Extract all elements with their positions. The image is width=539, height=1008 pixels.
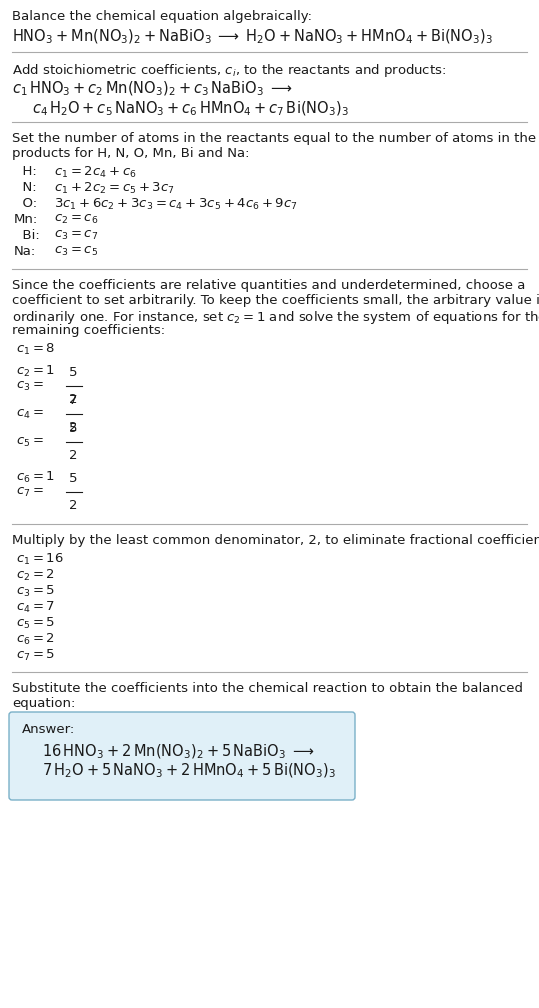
- Text: $c_1 = 16$: $c_1 = 16$: [16, 552, 64, 568]
- Text: $c_7 = 5$: $c_7 = 5$: [16, 648, 55, 663]
- Text: Na:: Na:: [14, 245, 36, 258]
- Text: $5$: $5$: [68, 422, 78, 435]
- Text: $2$: $2$: [68, 499, 77, 512]
- Text: H:: H:: [14, 165, 37, 178]
- Text: Balance the chemical equation algebraically:: Balance the chemical equation algebraica…: [12, 10, 312, 23]
- Text: $c_4\,\mathrm{H_2O} + c_5\,\mathrm{NaNO_3} + c_6\,\mathrm{HMnO_4} + c_7\,\mathrm: $c_4\,\mathrm{H_2O} + c_5\,\mathrm{NaNO_…: [32, 100, 349, 118]
- Text: $2$: $2$: [68, 421, 77, 434]
- Text: Multiply by the least common denominator, 2, to eliminate fractional coefficient: Multiply by the least common denominator…: [12, 534, 539, 547]
- Text: ordinarily one. For instance, set $c_2 = 1$ and solve the system of equations fo: ordinarily one. For instance, set $c_2 =…: [12, 309, 539, 326]
- Text: $5$: $5$: [68, 472, 78, 485]
- Text: $c_2 = 1$: $c_2 = 1$: [16, 364, 55, 379]
- Text: products for H, N, O, Mn, Bi and Na:: products for H, N, O, Mn, Bi and Na:: [12, 147, 250, 160]
- Text: $c_3 = c_7$: $c_3 = c_7$: [54, 229, 98, 242]
- Text: $c_2 = c_6$: $c_2 = c_6$: [54, 213, 98, 226]
- Text: Substitute the coefficients into the chemical reaction to obtain the balanced: Substitute the coefficients into the che…: [12, 682, 523, 695]
- Text: $7\,\mathrm{H_2O} + 5\,\mathrm{NaNO_3} + 2\,\mathrm{HMnO_4} + 5\,\mathrm{Bi(NO_3: $7\,\mathrm{H_2O} + 5\,\mathrm{NaNO_3} +…: [42, 762, 336, 780]
- Text: $c_1 + 2c_2 = c_5 + 3c_7$: $c_1 + 2c_2 = c_5 + 3c_7$: [54, 181, 175, 197]
- FancyBboxPatch shape: [9, 712, 355, 800]
- Text: Bi:: Bi:: [14, 229, 40, 242]
- Text: $16\,\mathrm{HNO_3} + 2\,\mathrm{Mn(NO_3)_2} + 5\,\mathrm{NaBiO_3} \;\longrighta: $16\,\mathrm{HNO_3} + 2\,\mathrm{Mn(NO_3…: [42, 743, 314, 761]
- Text: Add stoichiometric coefficients, $c_i$, to the reactants and products:: Add stoichiometric coefficients, $c_i$, …: [12, 62, 446, 79]
- Text: O:: O:: [14, 197, 37, 210]
- Text: $c_1 = 8$: $c_1 = 8$: [16, 342, 56, 357]
- Text: N:: N:: [14, 181, 37, 194]
- Text: $c_7 = $: $c_7 = $: [16, 486, 44, 499]
- Text: remaining coefficients:: remaining coefficients:: [12, 324, 165, 337]
- Text: $c_2 = 2$: $c_2 = 2$: [16, 568, 55, 583]
- Text: $c_1 = 2c_4 + c_6$: $c_1 = 2c_4 + c_6$: [54, 165, 136, 180]
- Text: $7$: $7$: [68, 394, 78, 407]
- Text: $c_6 = 1$: $c_6 = 1$: [16, 470, 55, 485]
- Text: equation:: equation:: [12, 697, 75, 710]
- Text: $c_6 = 2$: $c_6 = 2$: [16, 632, 55, 647]
- Text: $c_3 = 5$: $c_3 = 5$: [16, 584, 55, 599]
- Text: $\mathrm{HNO_3 + Mn(NO_3)_2 + NaBiO_3 \;\longrightarrow\; H_2O + NaNO_3 + HMnO_4: $\mathrm{HNO_3 + Mn(NO_3)_2 + NaBiO_3 \;…: [12, 28, 493, 46]
- Text: $2$: $2$: [68, 449, 77, 462]
- Text: coefficient to set arbitrarily. To keep the coefficients small, the arbitrary va: coefficient to set arbitrarily. To keep …: [12, 294, 539, 307]
- Text: $c_4 = 7$: $c_4 = 7$: [16, 600, 55, 615]
- Text: $c_5 = 5$: $c_5 = 5$: [16, 616, 55, 631]
- Text: $2$: $2$: [68, 393, 77, 406]
- Text: $c_5 = $: $c_5 = $: [16, 435, 44, 449]
- Text: Answer:: Answer:: [22, 723, 75, 736]
- Text: Set the number of atoms in the reactants equal to the number of atoms in the: Set the number of atoms in the reactants…: [12, 132, 536, 145]
- Text: $c_3 = $: $c_3 = $: [16, 379, 44, 392]
- Text: $c_4 = $: $c_4 = $: [16, 407, 44, 420]
- Text: Since the coefficients are relative quantities and underdetermined, choose a: Since the coefficients are relative quan…: [12, 279, 526, 292]
- Text: Mn:: Mn:: [14, 213, 38, 226]
- Text: $c_3 = c_5$: $c_3 = c_5$: [54, 245, 98, 258]
- Text: $c_1\,\mathrm{HNO_3} + c_2\,\mathrm{Mn(NO_3)_2} + c_3\,\mathrm{NaBiO_3} \;\longr: $c_1\,\mathrm{HNO_3} + c_2\,\mathrm{Mn(N…: [12, 80, 292, 99]
- Text: $5$: $5$: [68, 366, 78, 379]
- Text: $3c_1 + 6c_2 + 3c_3 = c_4 + 3c_5 + 4c_6 + 9c_7$: $3c_1 + 6c_2 + 3c_3 = c_4 + 3c_5 + 4c_6 …: [54, 197, 298, 212]
